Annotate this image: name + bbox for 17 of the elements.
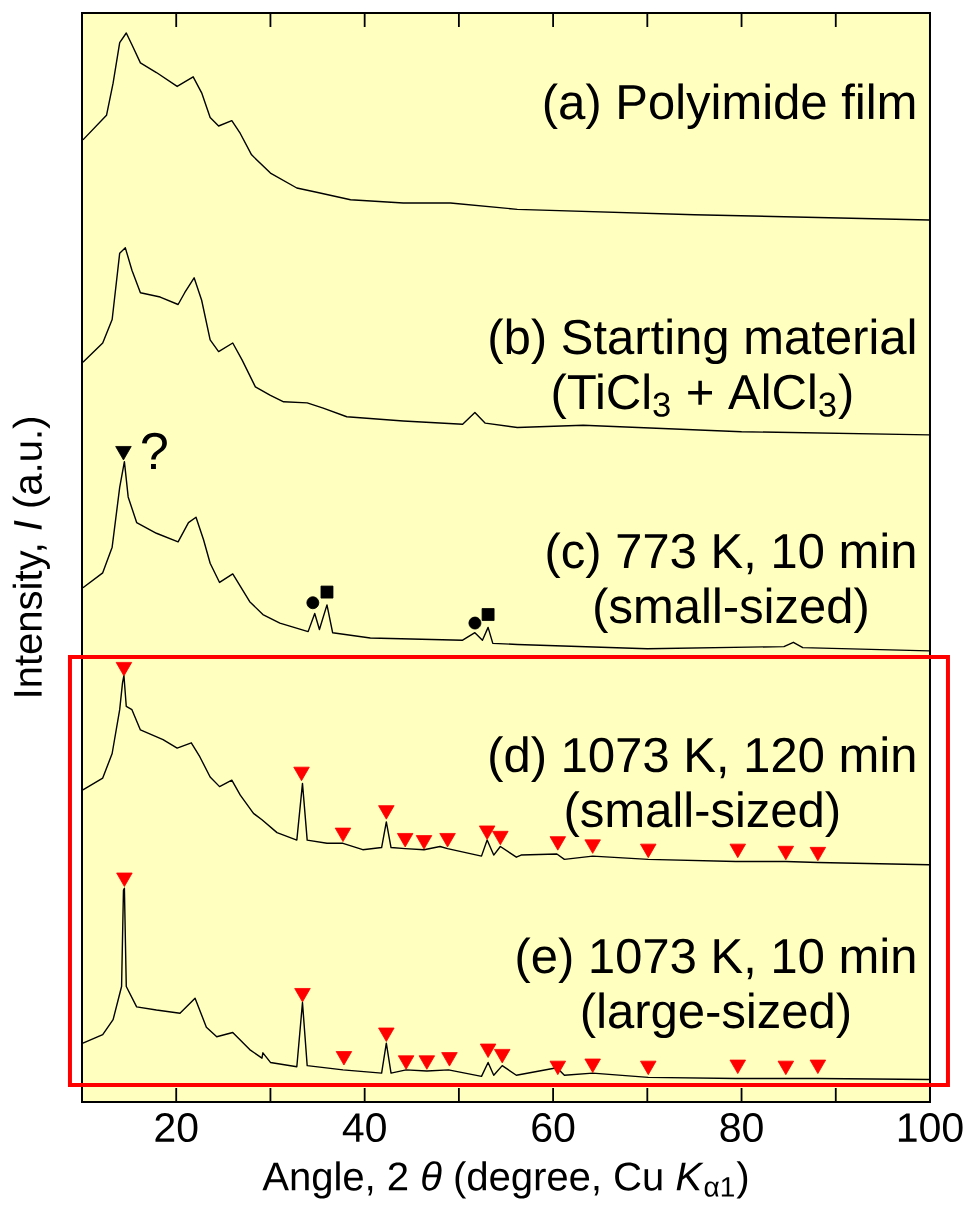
x-tick-label: 20 bbox=[155, 1113, 198, 1143]
x-tick-label: 60 bbox=[532, 1113, 575, 1143]
annotation: (small-sized) bbox=[595, 587, 867, 634]
annotation: (small-sized) bbox=[566, 791, 839, 838]
x-axis-title: Angle, 2 θ (degree, Cu K$_{α1}$) bbox=[262, 1161, 748, 1199]
series-label: (d) 1073 K, 120 min bbox=[490, 736, 915, 783]
x-tick-label: 80 bbox=[720, 1113, 763, 1143]
x-tick-label: 40 bbox=[342, 1113, 386, 1143]
legend-label: (a) Polyimide film bbox=[544, 83, 915, 130]
series-label: (c) 773 K, 10 min bbox=[547, 532, 915, 579]
series-label: (b) Starting material bbox=[490, 318, 915, 365]
annotation: ? bbox=[141, 432, 167, 470]
x-tick-label: 100 bbox=[898, 1113, 963, 1143]
annotation: (large-sized) bbox=[582, 992, 850, 1039]
series-label: (e) 1073 K, 10 min bbox=[517, 937, 915, 984]
annotation: (TiCl$_{3}$ + AlCl$_{3}$) bbox=[553, 373, 852, 420]
y-axis-title: Intensity, I (a.u.) bbox=[12, 418, 50, 696]
